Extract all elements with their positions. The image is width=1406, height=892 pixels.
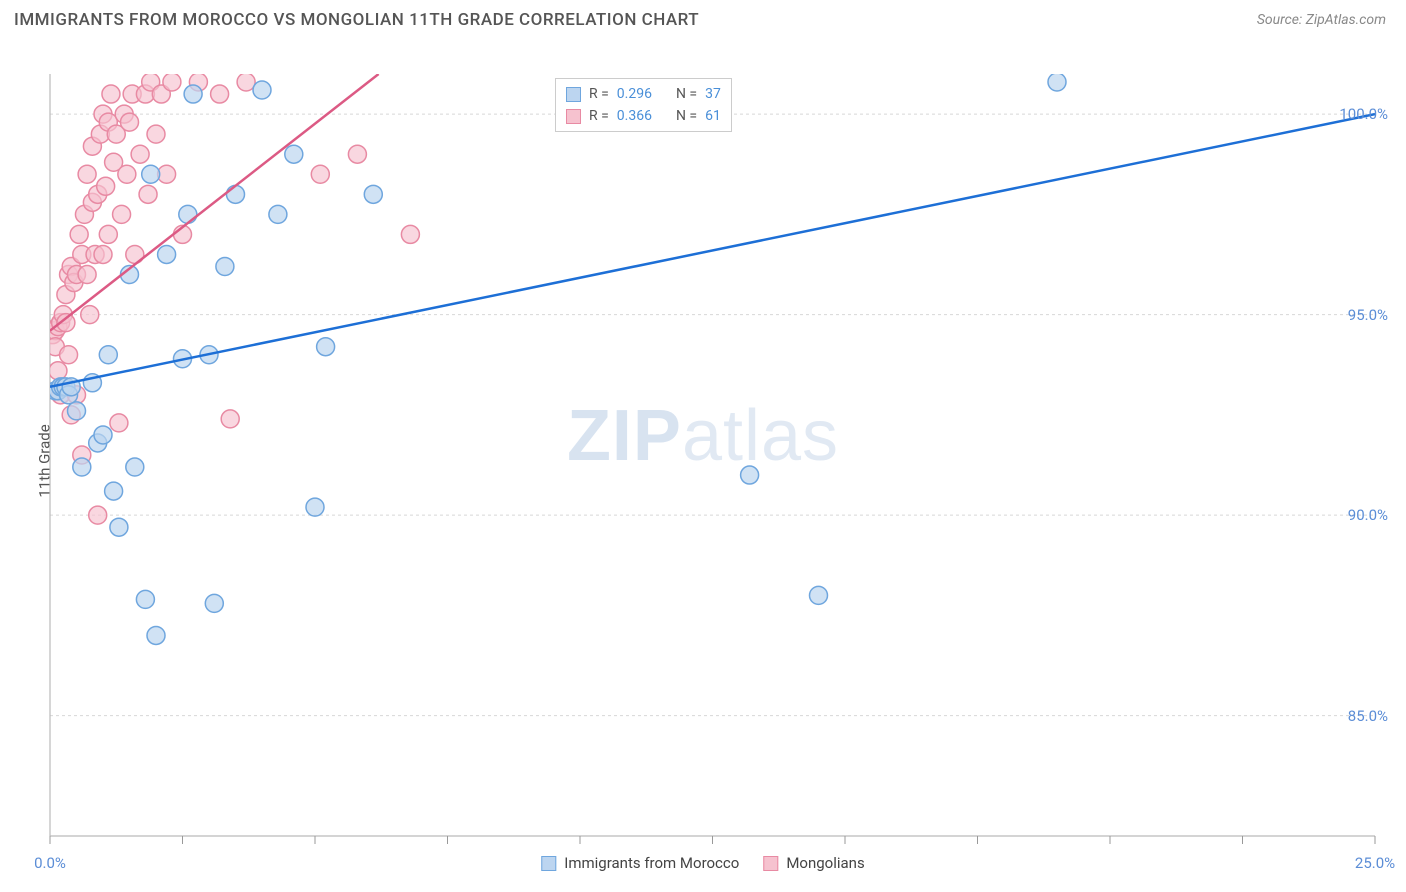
chart-area: 11th Grade ZIPatlas R = 0.296 N = 37 R =… <box>0 36 1406 886</box>
scatter-plot <box>0 36 1406 886</box>
x-tick-label: 0.0% <box>34 854 66 872</box>
legend-row-mongolians: R = 0.366 N = 61 <box>566 105 721 127</box>
legend-swatch <box>541 856 556 871</box>
chart-source: Source: ZipAtlas.com <box>1257 12 1386 28</box>
y-tick-label: 85.0% <box>1348 707 1388 725</box>
legend-item-mongolians: Mongolians <box>763 854 864 872</box>
legend-row-morocco: R = 0.296 N = 37 <box>566 83 721 105</box>
y-tick-label: 90.0% <box>1348 506 1388 524</box>
legend-swatch <box>566 87 581 102</box>
legend-swatch <box>763 856 778 871</box>
legend-item-morocco: Immigrants from Morocco <box>541 854 739 872</box>
y-tick-label: 100.0% <box>1339 105 1388 123</box>
chart-header: IMMIGRANTS FROM MOROCCO VS MONGOLIAN 11T… <box>0 0 1406 36</box>
y-tick-label: 95.0% <box>1348 306 1388 324</box>
legend-swatch <box>566 109 581 124</box>
x-tick-label: 25.0% <box>1355 854 1395 872</box>
series-legend: Immigrants from Morocco Mongolians <box>531 852 874 874</box>
chart-title: IMMIGRANTS FROM MOROCCO VS MONGOLIAN 11T… <box>14 10 699 30</box>
correlation-legend: R = 0.296 N = 37 R = 0.366 N = 61 <box>555 78 732 132</box>
